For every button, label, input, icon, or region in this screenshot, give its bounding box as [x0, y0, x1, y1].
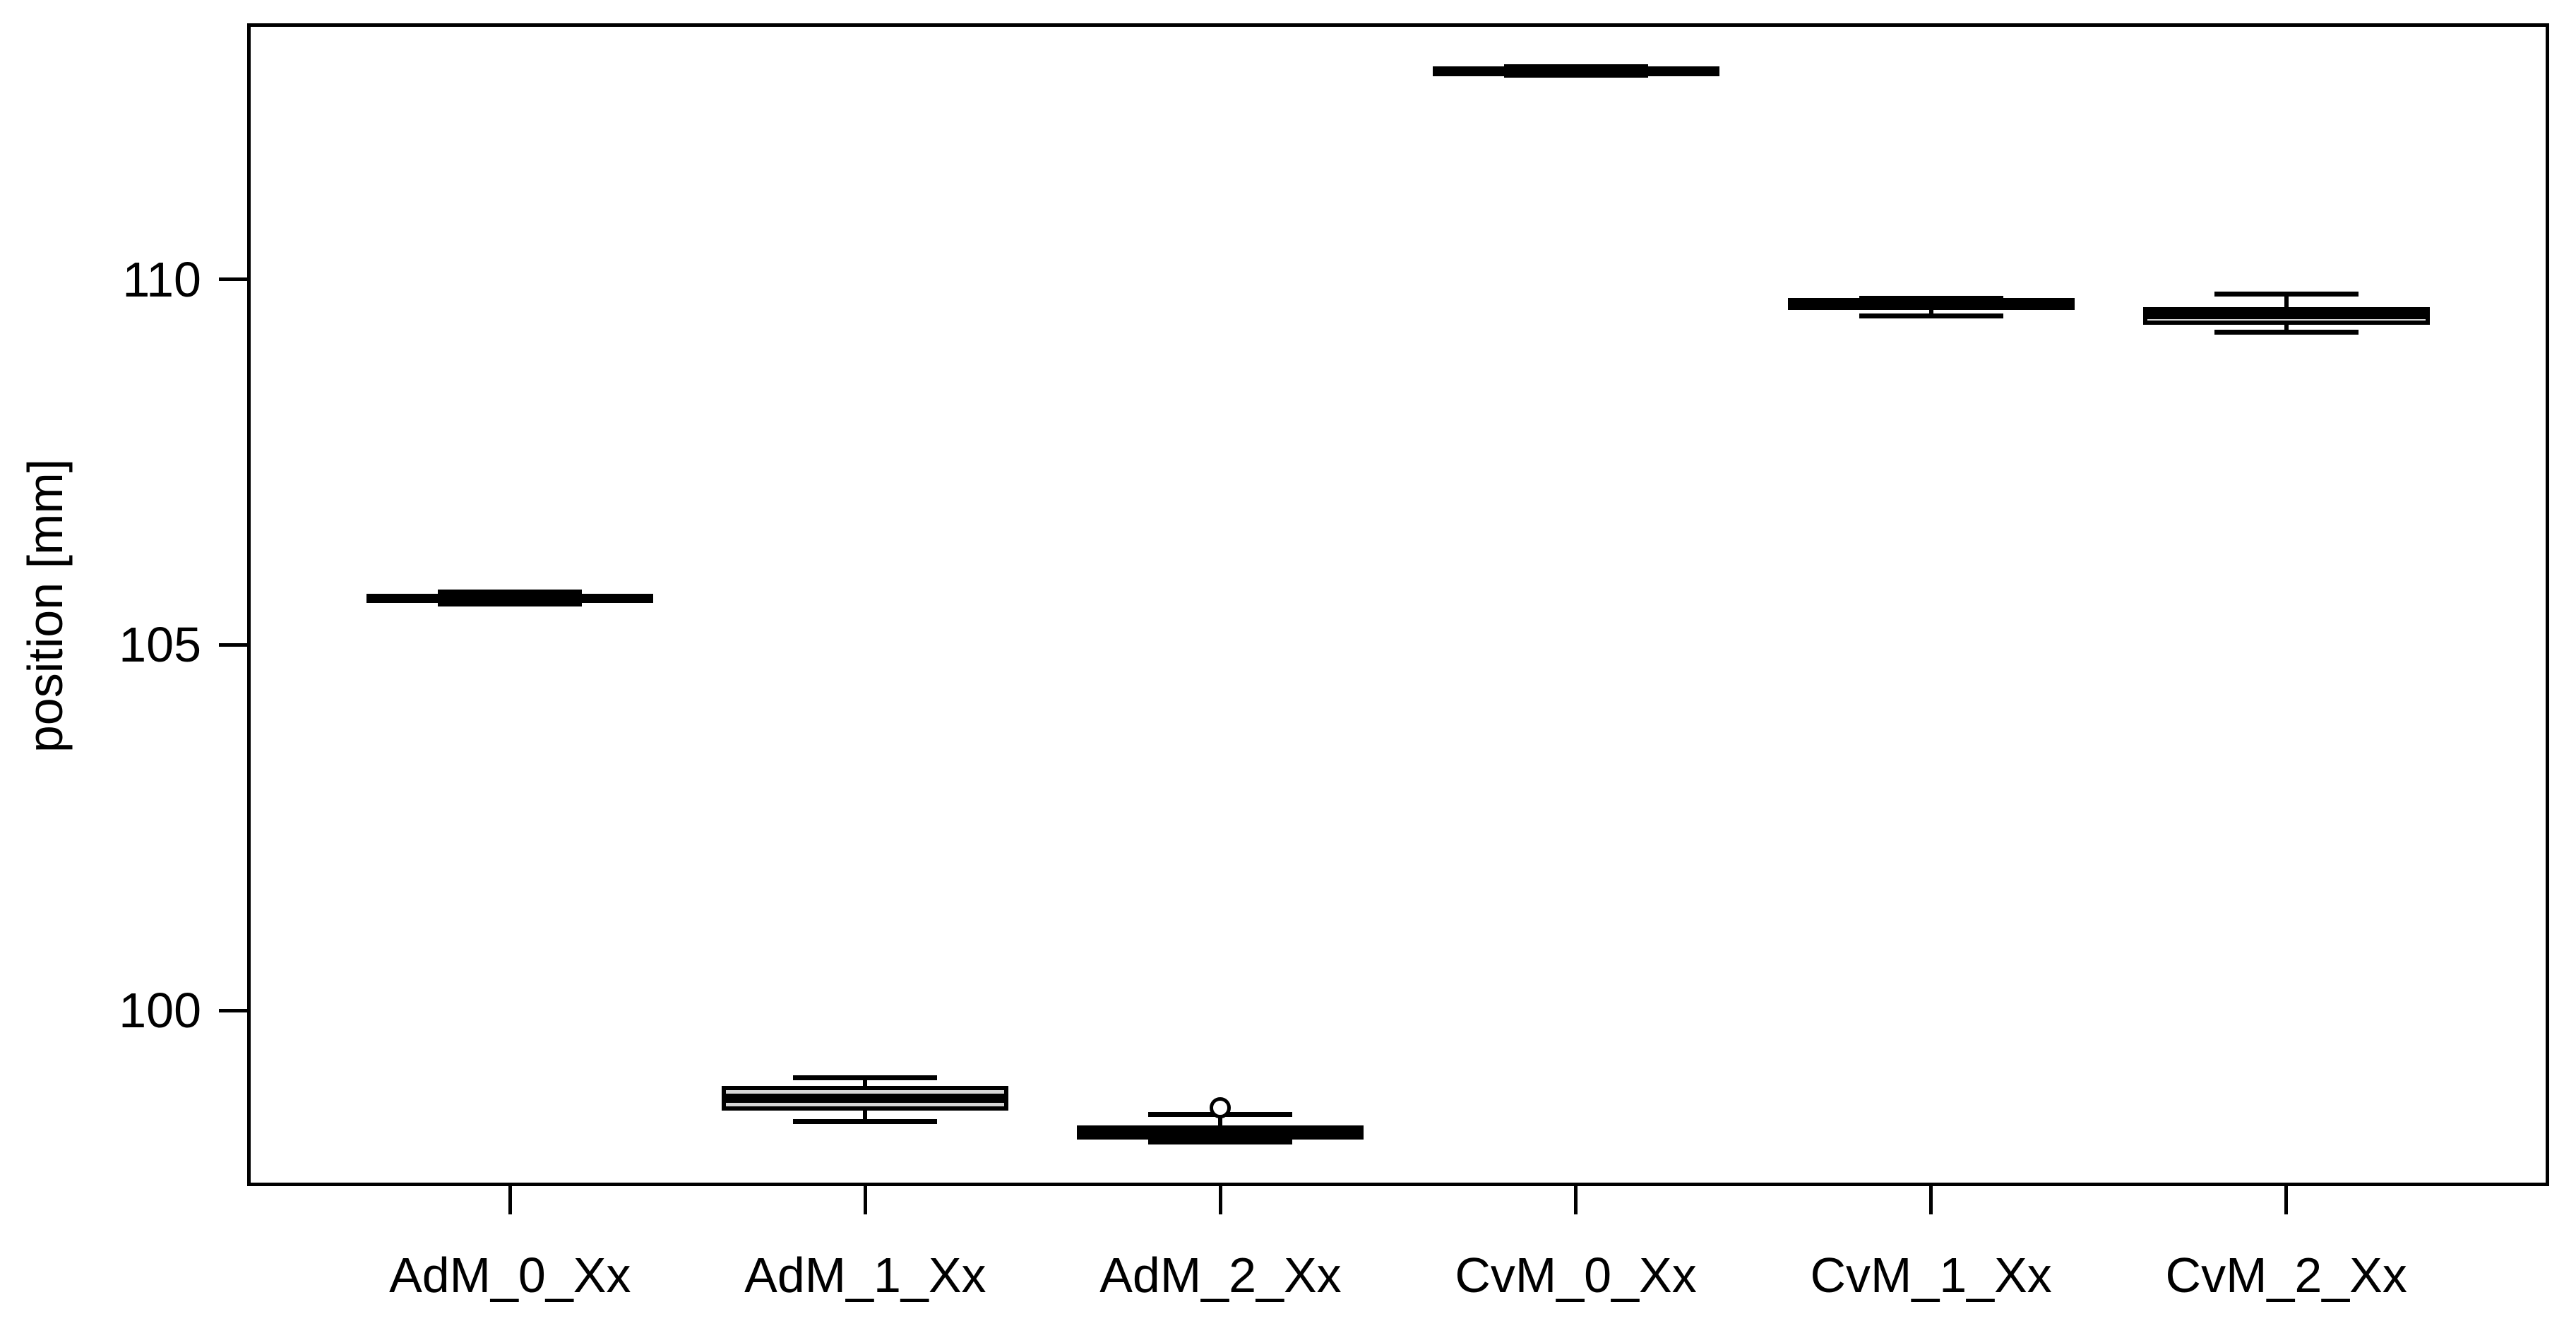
x-tick-label-AdM_1_Xx: AdM_1_Xx	[744, 1248, 986, 1303]
median-line	[1077, 1126, 1364, 1136]
median-line	[366, 593, 654, 603]
y-tick-label: 105	[119, 617, 201, 673]
upper-whisker-line	[2284, 294, 2289, 307]
median-line	[1432, 66, 1719, 76]
lower-whisker-line	[863, 1111, 868, 1122]
x-tick-label-AdM_2_Xx: AdM_2_Xx	[1099, 1248, 1342, 1303]
upper-whisker-staple	[438, 590, 583, 595]
lower-whisker-staple	[2214, 329, 2359, 335]
x-tick-label-CvM_0_Xx: CvM_0_Xx	[1455, 1248, 1697, 1303]
y-axis-tick	[219, 1008, 247, 1012]
x-tick-label-AdM_0_Xx: AdM_0_Xx	[389, 1248, 631, 1303]
x-axis-tick	[863, 1186, 867, 1214]
lower-whisker-staple	[438, 601, 583, 606]
y-axis-title: position [mm]	[18, 458, 73, 753]
median-line	[2142, 309, 2430, 319]
lower-whisker-line	[2284, 324, 2289, 333]
y-axis-tick	[219, 277, 247, 282]
upper-whisker-line	[863, 1077, 868, 1087]
x-axis-tick	[1218, 1186, 1222, 1214]
y-axis-tick	[219, 642, 247, 647]
lower-whisker-line	[1928, 310, 1933, 316]
plot-area	[247, 23, 2549, 1186]
x-axis-tick	[508, 1186, 512, 1214]
median-line	[722, 1094, 1009, 1104]
lower-whisker-staple	[1148, 1140, 1293, 1145]
x-axis-tick	[1574, 1186, 1578, 1214]
upper-whisker-line	[1218, 1114, 1223, 1126]
x-tick-label-CvM_1_Xx: CvM_1_Xx	[1810, 1248, 2052, 1303]
upper-whisker-staple	[793, 1075, 938, 1081]
lower-whisker-staple	[1859, 313, 2003, 318]
x-tick-label-CvM_2_Xx: CvM_2_Xx	[2165, 1248, 2407, 1303]
median-line	[1787, 298, 2075, 308]
outlier-point	[1210, 1097, 1232, 1119]
x-axis-tick	[2284, 1186, 2289, 1214]
y-tick-label: 110	[122, 251, 201, 307]
upper-whisker-staple	[2214, 291, 2359, 297]
y-tick-label: 100	[119, 983, 201, 1039]
x-axis-tick	[1929, 1186, 1933, 1214]
lower-whisker-staple	[793, 1119, 938, 1125]
